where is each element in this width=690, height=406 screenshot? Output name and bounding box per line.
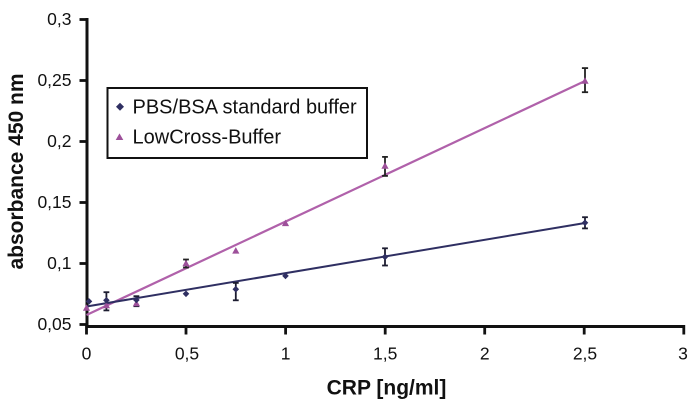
svg-text:PBS/BSA standard buffer: PBS/BSA standard buffer (133, 97, 358, 119)
svg-text:1,5: 1,5 (373, 343, 397, 363)
svg-text:2,5: 2,5 (573, 343, 597, 363)
svg-text:0: 0 (82, 343, 92, 363)
svg-text:0,2: 0,2 (47, 131, 71, 151)
svg-text:absorbance 450 nm: absorbance 450 nm (5, 73, 28, 269)
svg-text:LowCross-Buffer: LowCross-Buffer (133, 127, 282, 149)
svg-text:CRP [ng/ml]: CRP [ng/ml] (327, 377, 447, 400)
svg-text:1: 1 (281, 343, 291, 363)
svg-text:0,3: 0,3 (47, 9, 71, 29)
svg-text:0,25: 0,25 (37, 70, 71, 90)
svg-text:2: 2 (480, 343, 490, 363)
svg-text:0,15: 0,15 (37, 192, 71, 212)
svg-text:0,05: 0,05 (37, 314, 71, 334)
svg-text:0,1: 0,1 (47, 253, 71, 273)
svg-text:0,5: 0,5 (175, 343, 199, 363)
svg-text:3: 3 (678, 343, 688, 363)
